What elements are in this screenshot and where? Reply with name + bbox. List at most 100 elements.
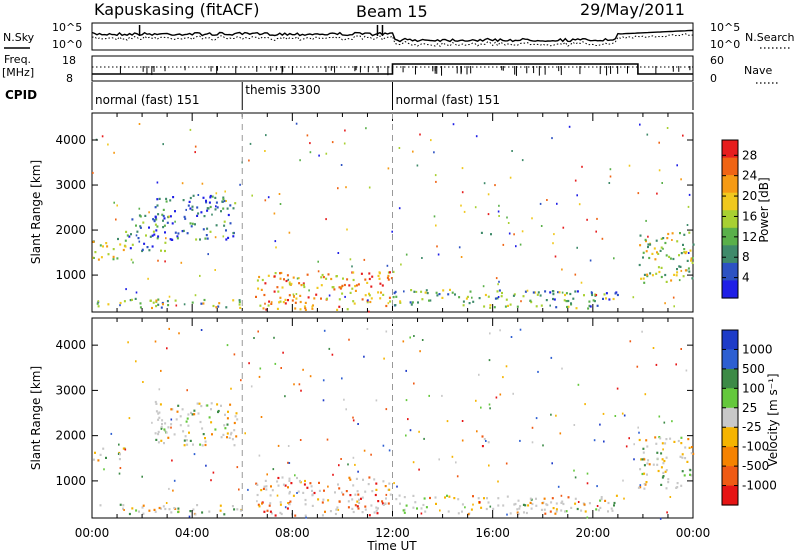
- echo-cell: [497, 283, 499, 286]
- echo-cell: [436, 294, 439, 297]
- echo-cell: [292, 276, 295, 279]
- echo-cell: [382, 480, 385, 483]
- echo-cell: [551, 462, 553, 465]
- echo-cell: [279, 511, 282, 514]
- echo-cell: [428, 299, 430, 302]
- echo-cell: [540, 304, 543, 307]
- echo-cell: [151, 234, 154, 237]
- echo-cell: [302, 491, 305, 494]
- echo-cell: [478, 373, 480, 376]
- echo-cell: [549, 304, 551, 307]
- echo-cell: [388, 449, 391, 452]
- echo-cell: [349, 258, 352, 261]
- echo-cell: [200, 302, 203, 305]
- colorbar-tick-label: -500: [742, 459, 769, 473]
- echo-cell: [645, 481, 648, 484]
- echo-cell: [385, 304, 388, 308]
- echo-cell: [410, 303, 413, 306]
- echo-cell: [665, 280, 668, 283]
- echo-cell: [259, 367, 262, 370]
- echo-cell: [344, 129, 346, 132]
- echo-cell: [264, 302, 266, 305]
- echo-cell: [498, 289, 501, 292]
- echo-cell: [170, 426, 172, 429]
- echo-cell: [280, 367, 282, 369]
- echo-cell: [613, 504, 615, 507]
- echo-cell: [119, 467, 122, 469]
- echo-cell: [411, 301, 414, 304]
- echo-cell: [182, 199, 185, 202]
- echo-cell: [680, 269, 683, 272]
- echo-cell: [374, 493, 377, 497]
- echo-cell: [165, 431, 168, 434]
- echo-cell: [191, 208, 194, 211]
- echo-cell: [223, 199, 226, 203]
- echo-cell: [225, 229, 227, 232]
- echo-cell: [683, 233, 686, 236]
- colorbar-swatch: [722, 157, 738, 176]
- echo-cell: [646, 133, 649, 136]
- echo-cell: [154, 206, 157, 209]
- echo-cell: [183, 444, 186, 447]
- echo-cell: [260, 416, 263, 418]
- echo-cell: [282, 301, 285, 304]
- echo-cell: [375, 482, 378, 485]
- echo-cell: [269, 494, 272, 497]
- echo-cell: [276, 307, 279, 310]
- echo-cell: [507, 222, 510, 224]
- echo-cell: [165, 200, 168, 203]
- echo-cell: [539, 202, 542, 205]
- echo-cell: [403, 496, 406, 499]
- freq-right-tick-top: 60: [710, 54, 724, 67]
- echo-cell: [387, 302, 390, 305]
- freq-trace: [92, 63, 693, 75]
- echo-cell: [167, 436, 170, 439]
- echo-cell: [151, 306, 153, 310]
- echo-cell: [284, 302, 287, 305]
- echo-cell: [368, 310, 370, 313]
- echo-cell: [413, 290, 416, 293]
- echo-cell: [292, 293, 295, 296]
- echo-cell: [609, 175, 612, 178]
- echo-cell: [320, 276, 323, 279]
- echo-cell: [439, 509, 441, 512]
- echo-cell: [493, 306, 496, 309]
- velocity-axes: 1000 2000 3000 4000: [55, 318, 694, 518]
- echo-cell: [224, 413, 226, 416]
- echo-cell: [318, 154, 320, 157]
- echo-cell: [355, 284, 358, 287]
- echo-cell: [348, 476, 351, 479]
- echo-cell: [361, 511, 364, 514]
- echo-cell: [690, 259, 692, 262]
- echo-cell: [99, 244, 102, 247]
- echo-cell: [416, 164, 419, 167]
- echo-cell: [304, 479, 306, 483]
- y-tick-label: 1000: [55, 268, 86, 282]
- echo-cell: [232, 299, 235, 302]
- noise-sky-trace: [91, 29, 694, 43]
- echo-cell: [676, 482, 679, 485]
- colorbar-swatch: [722, 227, 738, 246]
- echo-cell: [415, 290, 418, 293]
- echo-cell: [162, 226, 165, 229]
- echo-cell: [112, 248, 115, 251]
- echo-cell: [276, 480, 279, 483]
- velocity-echoes: [92, 327, 695, 520]
- echo-cell: [287, 299, 289, 302]
- echo-cell: [429, 299, 432, 302]
- echo-cell: [472, 300, 475, 303]
- echo-cell: [138, 123, 141, 125]
- echo-cell: [217, 305, 220, 308]
- echo-cell: [232, 232, 235, 235]
- echo-cell: [118, 472, 121, 475]
- echo-cell: [673, 305, 675, 308]
- echo-cell: [655, 442, 658, 445]
- echo-cell: [248, 159, 250, 162]
- echo-cell: [379, 297, 382, 300]
- echo-cell: [171, 459, 173, 462]
- echo-cell: [357, 423, 359, 425]
- echo-cell: [682, 243, 684, 246]
- echo-cell: [236, 466, 239, 469]
- echo-cell: [489, 332, 491, 335]
- echo-cell: [258, 505, 261, 508]
